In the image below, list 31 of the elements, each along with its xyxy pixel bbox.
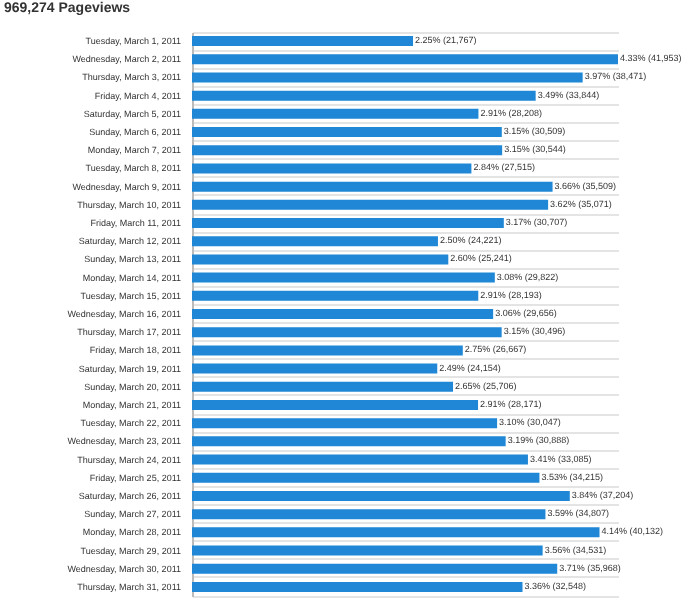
bar: [192, 127, 502, 138]
bar: [192, 145, 503, 156]
bar: [192, 254, 449, 265]
bar: [192, 399, 479, 410]
bar: [192, 290, 479, 301]
bar: [192, 418, 498, 429]
bar: [192, 36, 414, 47]
bar: [192, 108, 479, 119]
bar: [192, 327, 502, 338]
bar: [192, 54, 618, 65]
bar: [192, 581, 523, 592]
bar: [192, 490, 570, 501]
bar: [192, 436, 506, 447]
bar: [192, 563, 558, 574]
bar: [192, 545, 543, 556]
bar: [192, 163, 472, 174]
bar: [192, 527, 600, 538]
bar: [192, 272, 495, 283]
bar: [192, 509, 546, 520]
bar: [192, 472, 540, 483]
bar: [192, 309, 494, 319]
bar: [192, 218, 504, 229]
bar: [192, 199, 549, 210]
bar: [192, 363, 438, 374]
bar: [192, 72, 583, 83]
bar: [192, 345, 463, 356]
bar: [192, 454, 528, 465]
bar: [192, 181, 553, 192]
bar: [192, 236, 438, 247]
bar: [192, 381, 454, 392]
bar: [192, 90, 536, 101]
